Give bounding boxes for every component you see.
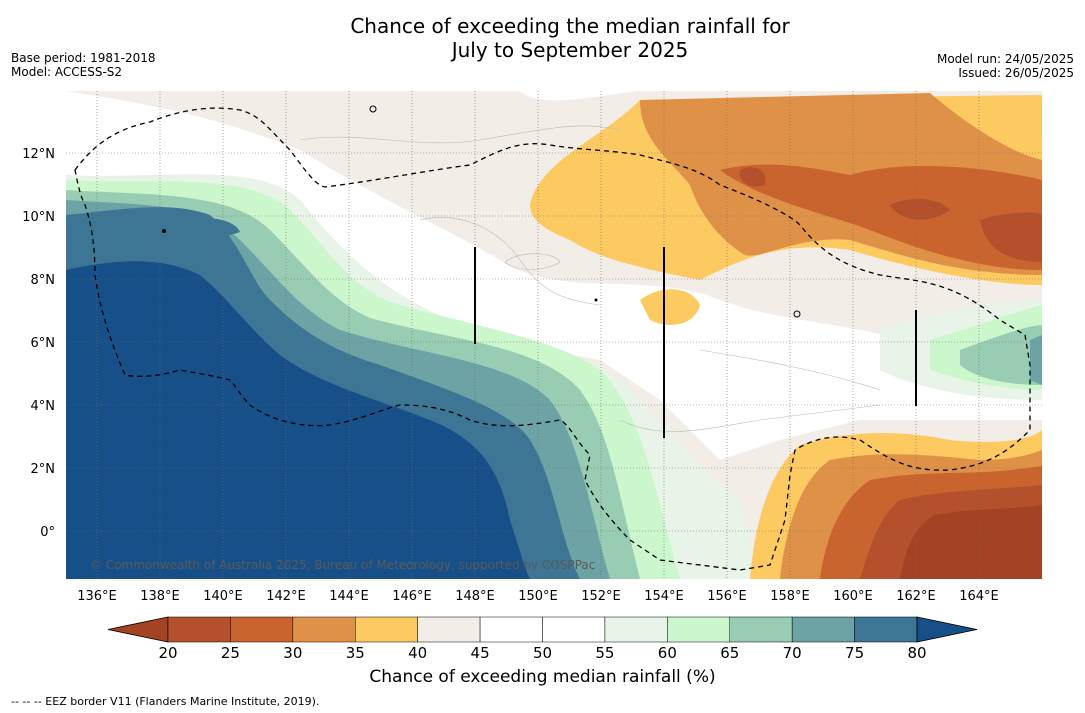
colorbar-tick-label: 60 <box>658 644 677 662</box>
x-tick-136: 136°E <box>77 589 117 604</box>
issued-date: Issued: 26/05/2025 <box>958 66 1074 80</box>
x-tick-142: 142°E <box>266 589 306 604</box>
colorbar-tick-label: 45 <box>471 644 490 662</box>
y-tick-6n: 6°N <box>31 336 56 351</box>
y-axis-labels: 12°N 10°N 8°N 6°N 4°N 2°N 0° <box>22 147 55 540</box>
colorbar-extend-high <box>916 616 978 643</box>
colorbar-title: Chance of exceeding median rainfall (%) <box>369 667 716 687</box>
colorbar-tick-label: 80 <box>907 644 926 662</box>
colorbar-tick-label: 35 <box>346 644 365 662</box>
model-name: Model: ACCESS-S2 <box>11 65 123 79</box>
map-title: Chance of exceeding the median rainfall … <box>0 14 1085 62</box>
x-tick-154: 154°E <box>644 589 684 604</box>
x-tick-160: 160°E <box>833 589 873 604</box>
grid-lines <box>66 91 1042 579</box>
base-period: Base period: 1981-2018 <box>11 51 156 65</box>
colorbar-tick-label: 50 <box>533 644 552 662</box>
x-tick-138: 138°E <box>140 589 180 604</box>
eez-border <box>74 107 1031 571</box>
colorbar-segment <box>167 616 231 643</box>
meta-right: Model run: 24/05/2025 Issued: 26/05/2025 <box>937 52 1074 80</box>
colorbar-tick-label: 40 <box>408 644 427 662</box>
colorbar: 20 25 30 35 40 45 50 55 60 65 70 75 80 <box>107 616 978 662</box>
x-tick-140: 140°E <box>203 589 243 604</box>
x-axis-labels: 136°E 138°E 140°E 142°E 144°E 146°E 148°… <box>77 589 999 604</box>
x-tick-164: 164°E <box>959 589 999 604</box>
colorbar-segment <box>729 616 793 643</box>
colorbar-segment <box>791 616 855 643</box>
x-tick-150: 150°E <box>518 589 558 604</box>
colorbar-segment <box>542 616 606 643</box>
colorbar-segment <box>667 616 730 643</box>
eez-legend-note: -- -- -- EEZ border V11 (Flanders Marine… <box>11 695 320 708</box>
colorbar-tick-label: 70 <box>783 644 802 662</box>
colorbar-tick-label: 30 <box>283 644 302 662</box>
y-tick-0: 0° <box>40 525 55 540</box>
x-tick-144: 144°E <box>329 589 369 604</box>
meta-left: Base period: 1981-2018 Model: ACCESS-S2 <box>11 51 156 79</box>
y-tick-10n: 10°N <box>22 210 55 225</box>
x-tick-156: 156°E <box>707 589 747 604</box>
colorbar-tick-label: 75 <box>845 644 864 662</box>
colorbar-segment <box>355 616 418 643</box>
title-line-2: July to September 2025 <box>451 38 689 62</box>
y-tick-2n: 2°N <box>31 462 56 477</box>
colorbar-tick-label: 65 <box>720 644 739 662</box>
copyright-credit: © Commonwealth of Australia 2025, Bureau… <box>90 558 596 572</box>
model-run: Model run: 24/05/2025 <box>936 52 1074 66</box>
x-tick-152: 152°E <box>581 589 621 604</box>
colorbar-segment <box>479 616 543 643</box>
y-tick-12n: 12°N <box>22 147 55 162</box>
y-tick-4n: 4°N <box>31 399 56 414</box>
x-tick-158: 158°E <box>770 589 810 604</box>
island-markers <box>162 105 917 438</box>
colorbar-tick-label: 25 <box>221 644 240 662</box>
colorbar-segment <box>604 616 668 643</box>
colorbar-tick-label: 55 <box>595 644 614 662</box>
colorbar-segment <box>854 616 918 643</box>
x-tick-146: 146°E <box>392 589 432 604</box>
x-tick-148: 148°E <box>455 589 495 604</box>
colorbar-segment <box>230 616 294 643</box>
title-line-1: Chance of exceeding the median rainfall … <box>350 14 790 38</box>
colorbar-extend-low <box>107 616 169 643</box>
colorbar-segment <box>292 616 356 643</box>
probability-field <box>66 91 1042 579</box>
contour-lines <box>299 125 881 432</box>
x-tick-162: 162°E <box>896 589 936 604</box>
y-tick-8n: 8°N <box>31 273 56 288</box>
colorbar-tick-label: 20 <box>158 644 177 662</box>
colorbar-segment <box>417 616 481 643</box>
